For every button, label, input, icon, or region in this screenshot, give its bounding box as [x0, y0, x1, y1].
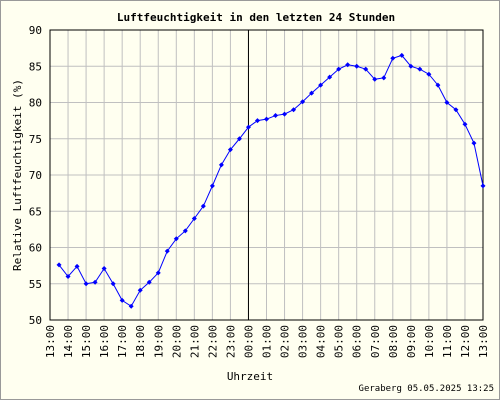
x-tick-label: 03:00	[297, 325, 310, 358]
data-point	[119, 297, 125, 303]
data-point	[273, 113, 279, 119]
data-point	[173, 236, 179, 242]
data-point	[300, 99, 306, 105]
x-tick-label: 21:00	[188, 325, 201, 358]
y-tick-label: 60	[29, 242, 42, 255]
x-tick-label: 11:00	[441, 325, 454, 358]
x-tick-label: 04:00	[315, 325, 328, 358]
data-point	[354, 63, 360, 69]
data-point	[471, 140, 477, 146]
x-tick-label: 18:00	[134, 325, 147, 358]
data-point	[182, 228, 188, 234]
data-point	[146, 279, 152, 285]
data-point	[101, 266, 107, 272]
x-tick-label: 17:00	[116, 325, 129, 358]
x-tick-label: 13:00	[477, 325, 490, 358]
data-point	[83, 281, 89, 287]
y-tick-label: 70	[29, 169, 42, 182]
x-tick-label: 22:00	[206, 325, 219, 358]
data-point	[65, 274, 71, 279]
data-point	[128, 303, 134, 309]
chart-title: Luftfeuchtigkeit in den letzten 24 Stund…	[117, 11, 395, 24]
x-tick-label: 01:00	[261, 325, 274, 358]
footer: Geraberg 05.05.2025 13:25	[359, 384, 494, 394]
x-tick-label: 02:00	[279, 325, 292, 358]
data-point	[291, 107, 297, 113]
data-point	[417, 66, 423, 72]
x-tick-label: 13:00	[44, 325, 57, 358]
x-tick-label: 08:00	[387, 325, 400, 358]
data-point	[435, 82, 441, 88]
x-tick-label: 16:00	[98, 325, 111, 358]
x-tick-label: 12:00	[459, 325, 472, 358]
data-point	[381, 75, 387, 81]
data-point	[74, 263, 80, 269]
data-point	[110, 281, 116, 287]
x-tick-label: 23:00	[224, 325, 237, 358]
data-point	[453, 107, 459, 113]
x-tick-label: 14:00	[62, 325, 75, 358]
x-tick-label: 05:00	[333, 325, 346, 358]
data-point	[56, 262, 62, 268]
data-point	[245, 124, 251, 130]
data-point	[227, 147, 233, 153]
data-point	[426, 71, 432, 77]
data-point	[372, 76, 378, 82]
plot-frame	[49, 29, 484, 321]
data-point	[137, 287, 143, 293]
data-point	[345, 62, 351, 68]
data-point	[318, 82, 324, 88]
y-tick-label: 80	[29, 97, 42, 110]
data-point	[254, 118, 260, 124]
x-tick-label: 19:00	[152, 325, 165, 358]
data-point	[236, 136, 242, 142]
data-point	[336, 66, 342, 72]
data-point	[200, 203, 206, 209]
y-tick-label: 85	[29, 60, 42, 73]
data-point	[218, 162, 224, 168]
y-tick-label: 90	[29, 24, 42, 37]
data-point	[444, 100, 450, 105]
data-point	[92, 279, 98, 285]
data-point	[264, 116, 269, 122]
x-tick-label: 07:00	[369, 325, 382, 358]
x-tick-label: 10:00	[423, 325, 436, 358]
data-point	[363, 66, 369, 72]
x-axis-label: Uhrzeit	[227, 370, 273, 383]
data-point	[191, 216, 197, 221]
data-point	[462, 121, 468, 127]
x-tick-label: 00:00	[242, 325, 255, 358]
data-point	[399, 52, 405, 58]
data-point	[390, 55, 396, 61]
x-tick-label: 06:00	[351, 325, 364, 358]
y-tick-label: 75	[29, 133, 42, 146]
y-tick-label: 50	[29, 314, 42, 327]
x-tick-label: 15:00	[80, 325, 93, 358]
data-point	[282, 111, 288, 117]
data-point	[155, 270, 161, 276]
x-tick-label: 20:00	[170, 325, 183, 358]
data-point	[164, 248, 170, 254]
data-point	[309, 90, 315, 96]
data-point	[480, 183, 486, 189]
y-tick-label: 55	[29, 278, 42, 291]
y-tick-label: 65	[29, 205, 42, 218]
x-tick-label: 09:00	[405, 325, 418, 358]
data-point	[408, 63, 414, 69]
data-point	[327, 74, 333, 80]
data-point	[209, 183, 215, 189]
y-axis-label: Relative Luftfeuchtigkeit (%)	[11, 79, 24, 271]
